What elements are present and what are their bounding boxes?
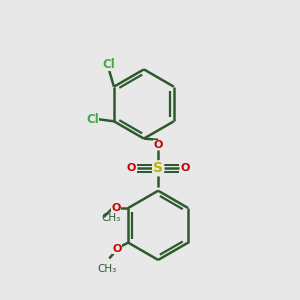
Text: CH₃: CH₃	[101, 213, 121, 223]
Text: O: O	[111, 203, 121, 213]
Text: O: O	[181, 163, 190, 172]
Text: S: S	[153, 161, 163, 175]
Text: O: O	[112, 244, 122, 254]
Text: Cl: Cl	[86, 113, 99, 126]
Text: CH₃: CH₃	[97, 264, 116, 274]
Text: Cl: Cl	[103, 58, 116, 71]
Text: O: O	[154, 140, 163, 150]
Text: O: O	[126, 163, 136, 172]
